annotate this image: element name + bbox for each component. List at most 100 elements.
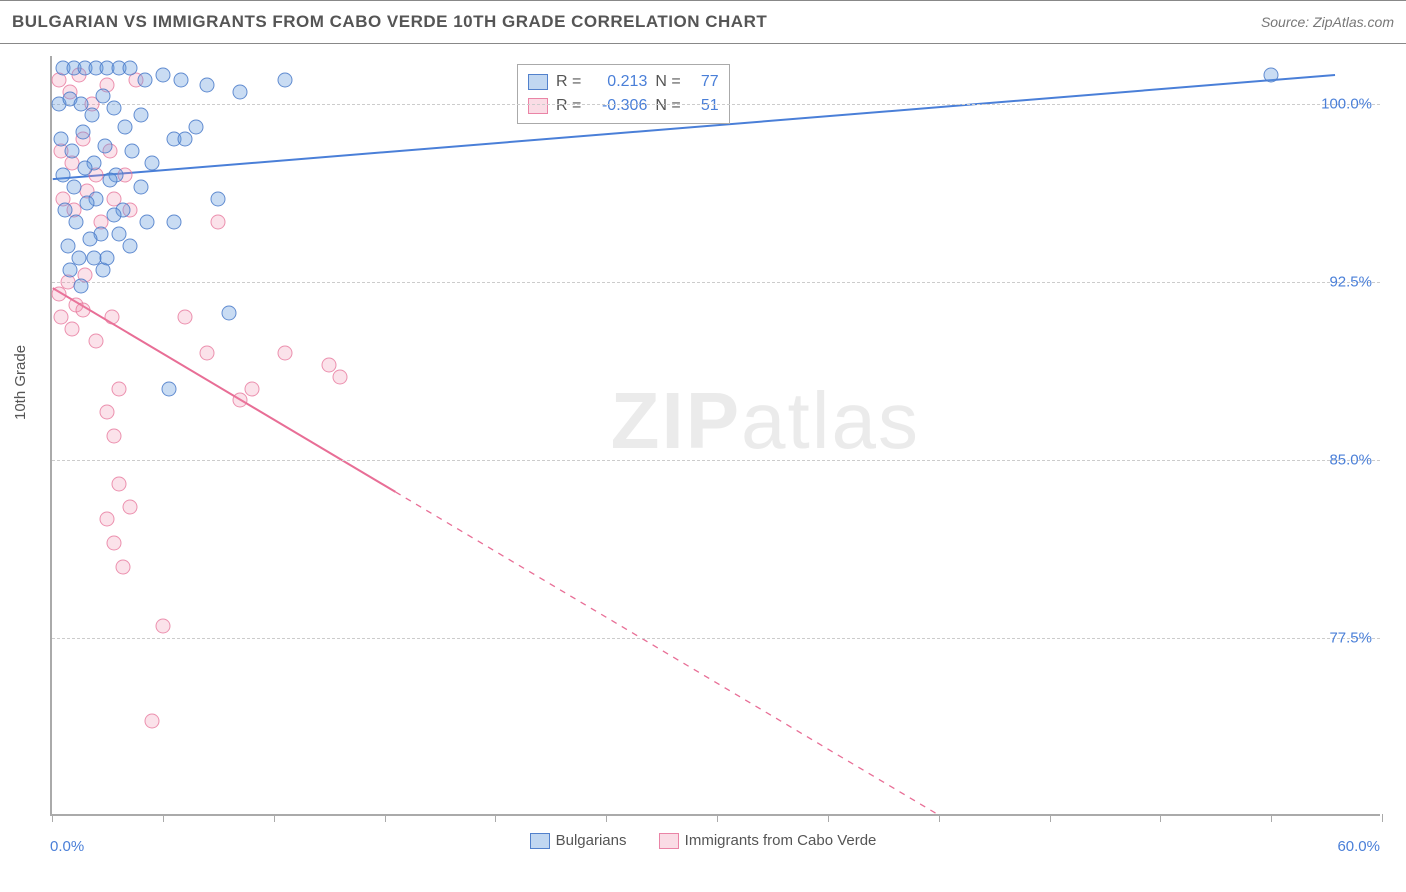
scatter-point-blue <box>178 132 193 147</box>
scatter-point-pink <box>144 714 159 729</box>
scatter-point-blue <box>69 215 84 230</box>
scatter-point-blue <box>98 139 113 154</box>
scatter-point-blue <box>67 179 82 194</box>
n-value-pink: 51 <box>689 94 719 118</box>
plot-area: ZIPatlas R = 0.213 N = 77 R = -0.306 N =… <box>50 56 1380 816</box>
scatter-point-pink <box>277 345 292 360</box>
scatter-point-blue <box>173 72 188 87</box>
x-tick <box>1271 814 1272 822</box>
scatter-point-pink <box>89 334 104 349</box>
n-label: N = <box>655 70 680 94</box>
scatter-point-pink <box>64 322 79 337</box>
correlation-row-blue: R = 0.213 N = 77 <box>528 70 719 94</box>
x-tick <box>1160 814 1161 822</box>
legend-swatch-pink-icon <box>659 833 679 849</box>
scatter-point-blue <box>118 120 133 135</box>
x-tick <box>939 814 940 822</box>
scatter-point-blue <box>133 179 148 194</box>
scatter-point-pink <box>115 559 130 574</box>
series-legend: Bulgarians Immigrants from Cabo Verde <box>0 832 1406 853</box>
legend-swatch-blue <box>528 74 548 90</box>
y-tick-label: 100.0% <box>1321 95 1372 112</box>
watermark-zip: ZIP <box>611 376 741 465</box>
header-bar: BULGARIAN VS IMMIGRANTS FROM CABO VERDE … <box>0 0 1406 44</box>
x-tick <box>828 814 829 822</box>
x-tick <box>606 814 607 822</box>
scatter-point-blue <box>211 191 226 206</box>
scatter-point-pink <box>122 500 137 515</box>
scatter-point-blue <box>82 231 97 246</box>
n-label: N = <box>655 94 680 118</box>
scatter-point-blue <box>64 144 79 159</box>
legend-swatch-pink <box>528 98 548 114</box>
legend-item-pink: Immigrants from Cabo Verde <box>659 832 877 849</box>
scatter-point-blue <box>1264 68 1279 83</box>
x-tick <box>1050 814 1051 822</box>
legend-label-pink: Immigrants from Cabo Verde <box>685 832 877 849</box>
scatter-point-blue <box>140 215 155 230</box>
scatter-point-pink <box>244 381 259 396</box>
scatter-point-blue <box>73 279 88 294</box>
scatter-point-pink <box>333 369 348 384</box>
scatter-point-blue <box>233 84 248 99</box>
y-tick-label: 92.5% <box>1329 273 1372 290</box>
legend-label-blue: Bulgarians <box>556 832 627 849</box>
x-tick <box>274 814 275 822</box>
scatter-point-pink <box>76 303 91 318</box>
r-label: R = <box>556 94 581 118</box>
scatter-point-blue <box>111 227 126 242</box>
r-value-pink: -0.306 <box>589 94 647 118</box>
x-tick <box>717 814 718 822</box>
scatter-point-blue <box>100 250 115 265</box>
x-tick <box>1382 814 1383 822</box>
n-value-blue: 77 <box>689 70 719 94</box>
x-tick <box>163 814 164 822</box>
scatter-point-blue <box>138 72 153 87</box>
scatter-point-blue <box>76 125 91 140</box>
source-name: ZipAtlas.com <box>1313 14 1394 30</box>
scatter-point-pink <box>104 310 119 325</box>
scatter-point-blue <box>144 155 159 170</box>
source-prefix: Source: <box>1261 14 1313 30</box>
scatter-point-pink <box>200 345 215 360</box>
scatter-point-pink <box>111 381 126 396</box>
scatter-point-blue <box>102 172 117 187</box>
scatter-point-blue <box>80 196 95 211</box>
x-tick <box>495 814 496 822</box>
scatter-point-pink <box>107 429 122 444</box>
scatter-point-pink <box>211 215 226 230</box>
chart-title: BULGARIAN VS IMMIGRANTS FROM CABO VERDE … <box>12 12 767 32</box>
scatter-point-blue <box>62 262 77 277</box>
scatter-point-blue <box>277 72 292 87</box>
scatter-point-blue <box>133 108 148 123</box>
r-value-blue: 0.213 <box>589 70 647 94</box>
scatter-point-pink <box>155 619 170 634</box>
scatter-point-blue <box>107 208 122 223</box>
x-tick <box>52 814 53 822</box>
scatter-point-pink <box>107 535 122 550</box>
legend-item-blue: Bulgarians <box>530 832 627 849</box>
scatter-point-blue <box>107 101 122 116</box>
correlation-legend: R = 0.213 N = 77 R = -0.306 N = 51 <box>517 64 730 124</box>
scatter-point-blue <box>124 144 139 159</box>
scatter-point-blue <box>155 68 170 83</box>
correlation-row-pink: R = -0.306 N = 51 <box>528 94 719 118</box>
scatter-point-blue <box>162 381 177 396</box>
scatter-point-blue <box>222 305 237 320</box>
legend-swatch-blue-icon <box>530 833 550 849</box>
scatter-point-pink <box>178 310 193 325</box>
y-tick-label: 77.5% <box>1329 629 1372 646</box>
y-tick-label: 85.0% <box>1329 451 1372 468</box>
scatter-point-blue <box>122 60 137 75</box>
x-tick <box>385 814 386 822</box>
scatter-point-blue <box>166 215 181 230</box>
scatter-point-blue <box>200 77 215 92</box>
scatter-point-pink <box>100 512 115 527</box>
scatter-point-blue <box>189 120 204 135</box>
y-axis-label: 10th Grade <box>12 345 29 420</box>
gridline-h <box>52 460 1380 461</box>
gridline-h <box>52 638 1380 639</box>
scatter-point-pink <box>111 476 126 491</box>
watermark-atlas: atlas <box>741 376 920 465</box>
source-attribution: Source: ZipAtlas.com <box>1261 14 1394 30</box>
